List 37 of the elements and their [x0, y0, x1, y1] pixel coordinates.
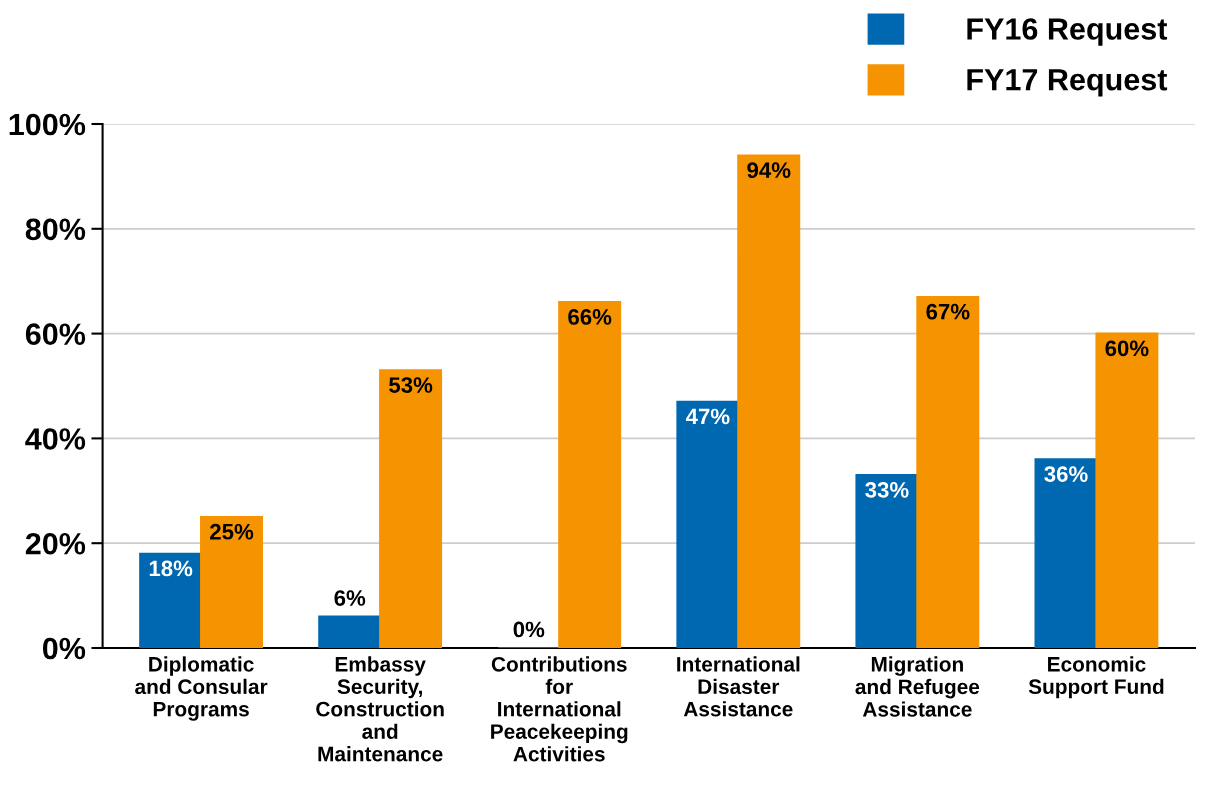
- bar: [1034, 458, 1098, 648]
- y-tick-label: 40%: [25, 428, 86, 450]
- y-tick-label: 20%: [25, 532, 86, 555]
- bar: [676, 400, 740, 648]
- bar: [318, 615, 382, 648]
- x-tick-label: Contributions for International Peacekeeping Activities: [491, 656, 628, 762]
- y-tick-label: 80%: [25, 218, 86, 241]
- x-tick-label: Economic Support Fund: [1028, 656, 1164, 699]
- data-label: 66%: [568, 309, 612, 325]
- data-label: 25%: [210, 523, 254, 540]
- data-label: 18%: [149, 560, 193, 577]
- bar: [737, 154, 801, 648]
- data-label: 67%: [926, 303, 970, 320]
- data-label: 53%: [389, 377, 433, 393]
- y-tick-label: 60%: [25, 323, 86, 345]
- data-label: 60%: [1105, 340, 1149, 357]
- bar: [855, 474, 919, 648]
- data-label: 36%: [1044, 466, 1088, 482]
- data-label: 33%: [865, 481, 909, 498]
- x-tick-label: Embassy Security, Construction and Maintenance: [316, 656, 444, 762]
- legend-label: FY16 Request: [967, 18, 1168, 46]
- bar: [379, 369, 443, 648]
- bar: [200, 515, 264, 648]
- y-tick-label: 100%: [9, 113, 86, 136]
- bar: [139, 552, 203, 648]
- data-label: 47%: [685, 408, 730, 425]
- x-tick-label: Diplomatic and Consular Programs: [135, 656, 268, 721]
- bar: [1095, 332, 1159, 648]
- bar: [916, 295, 980, 648]
- data-label: 0%: [513, 621, 545, 638]
- bar: [558, 301, 622, 648]
- data-label: 6%: [334, 590, 366, 606]
- x-tick-label: International Disaster Assistance: [677, 656, 800, 717]
- data-label: 94%: [747, 162, 791, 179]
- x-tick-label: Migration and Refugee Assistance: [855, 656, 980, 717]
- legend-label: FY17 Request: [967, 69, 1168, 97]
- y-tick-label: 0%: [42, 637, 86, 660]
